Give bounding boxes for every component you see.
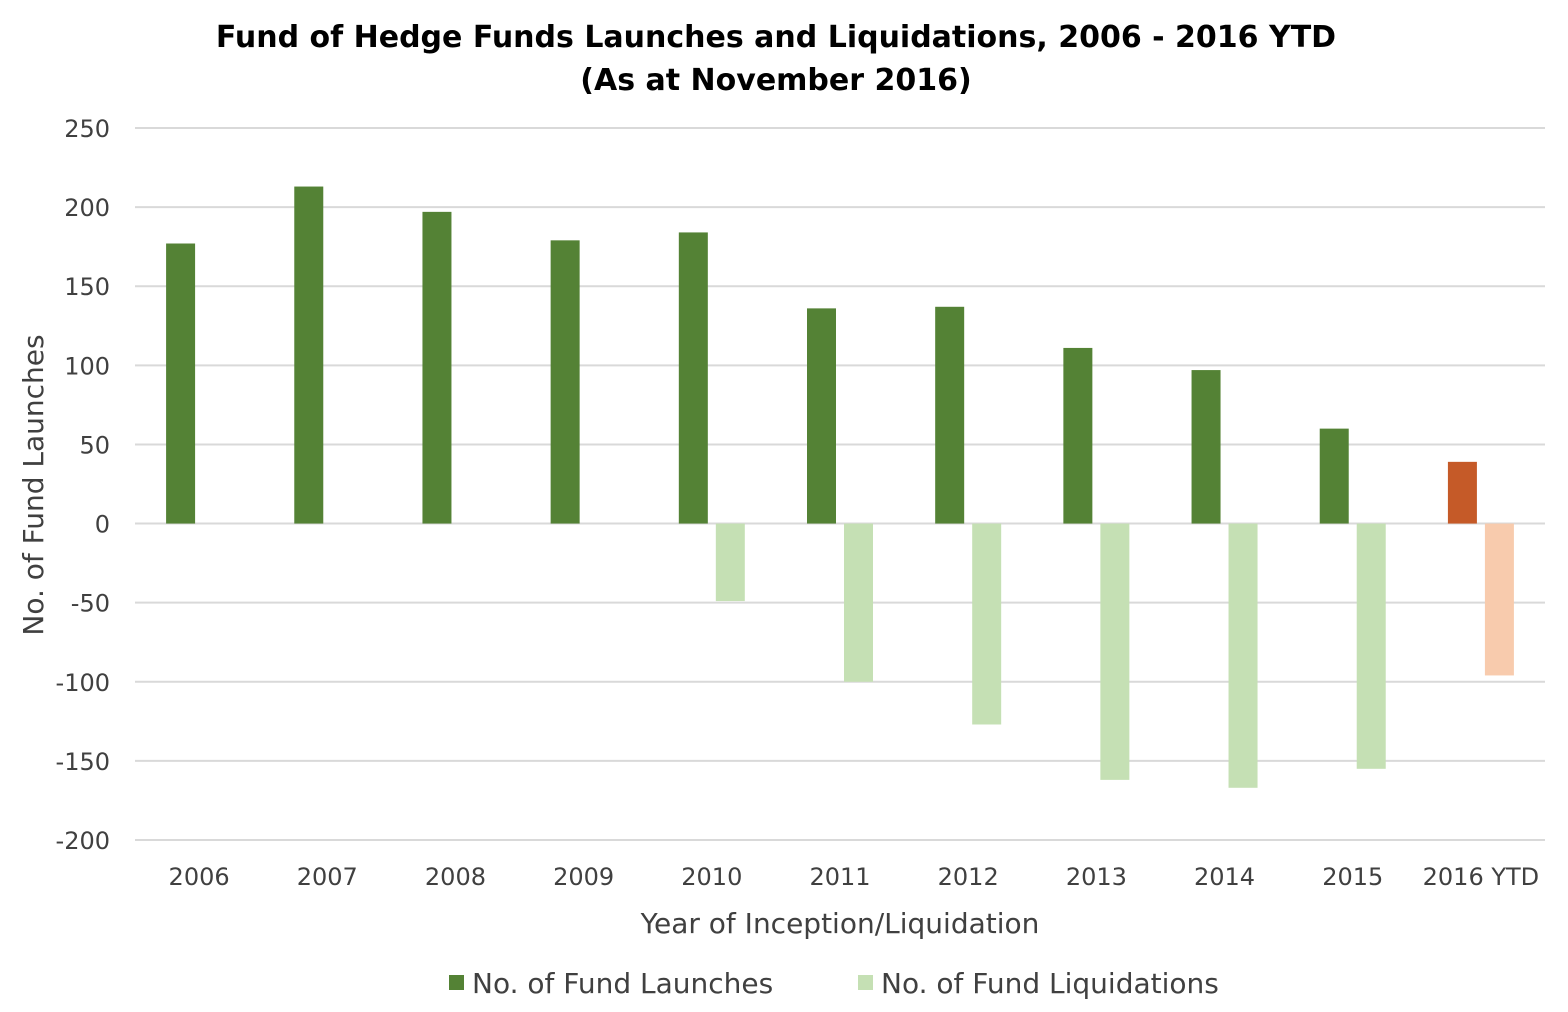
x-tick-label: 2014 xyxy=(1194,863,1255,891)
y-tick-label: 0 xyxy=(95,511,110,539)
bar-launches-2007 xyxy=(294,186,324,524)
y-tick-label: -50 xyxy=(71,590,110,618)
x-tick-label: 2009 xyxy=(553,863,614,891)
bar-launches-2016-ytd xyxy=(1447,461,1477,524)
bar-launches-2015 xyxy=(1319,428,1349,524)
bar-launches-2010 xyxy=(678,232,708,524)
x-tick-label: 2007 xyxy=(297,863,358,891)
x-tick-label: 2012 xyxy=(938,863,999,891)
chart-title: Fund of Hedge Funds Launches and Liquida… xyxy=(216,20,1336,55)
y-tick-label: 50 xyxy=(79,431,110,459)
x-tick-label: 2016 YTD xyxy=(1423,863,1540,891)
y-tick-labels: 250 200 150 100 50 0 -50 -100 -150 -200 xyxy=(56,115,110,855)
bar-liquidations-2010 xyxy=(715,523,745,602)
y-axis-title: No. of Fund Launches xyxy=(17,334,50,635)
bar-liquidations-2011 xyxy=(844,523,873,682)
y-tick-label: 150 xyxy=(64,273,110,301)
y-tick-label: 200 xyxy=(64,194,110,222)
y-tick-label: 250 xyxy=(64,115,110,143)
bars xyxy=(166,186,1514,788)
bar-liquidations-2016-ytd xyxy=(1484,523,1514,676)
x-tick-label: 2011 xyxy=(809,863,870,891)
bar-liquidations-2013 xyxy=(1100,523,1130,780)
bar-launches-2008 xyxy=(422,211,452,524)
bar-launches-2009 xyxy=(550,240,580,524)
bar-launches-2014 xyxy=(1191,370,1221,524)
y-tick-label: -150 xyxy=(56,748,110,776)
bar-launches-2011 xyxy=(807,308,836,524)
bar-launches-2006 xyxy=(166,243,196,524)
x-tick-label: 2015 xyxy=(1322,863,1383,891)
bar-liquidations-2012 xyxy=(972,523,1002,725)
y-tick-label: -100 xyxy=(56,669,110,697)
x-tick-label: 2006 xyxy=(169,863,230,891)
bar-launches-2013 xyxy=(1063,347,1093,524)
y-tick-label: 100 xyxy=(64,352,110,380)
chart-subtitle: (As at November 2016) xyxy=(580,63,971,98)
x-axis-title: Year of Inception/Liquidation xyxy=(640,907,1040,940)
legend-swatch-liquidations xyxy=(858,975,873,990)
gridlines xyxy=(135,127,1545,841)
legend-label-launches: No. of Fund Launches xyxy=(472,967,773,1000)
y-tick-label: -200 xyxy=(56,827,110,855)
bar-liquidations-2014 xyxy=(1228,523,1258,788)
bar-launches-2012 xyxy=(935,306,965,524)
bar-liquidations-2015 xyxy=(1356,523,1386,769)
legend-label-liquidations: No. of Fund Liquidations xyxy=(881,967,1219,1000)
legend-swatch-launches xyxy=(449,975,464,990)
legend: No. of Fund Launches No. of Fund Liquida… xyxy=(449,967,1219,1000)
x-tick-label: 2008 xyxy=(425,863,486,891)
x-tick-label: 2010 xyxy=(681,863,742,891)
x-tick-labels: 2006 2007 2008 2009 2010 2011 2012 2013 2014 2015… xyxy=(169,863,1540,891)
x-tick-label: 2013 xyxy=(1066,863,1127,891)
